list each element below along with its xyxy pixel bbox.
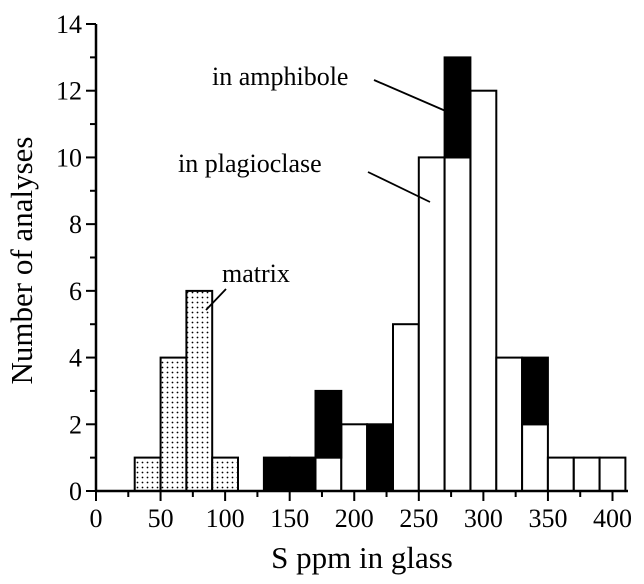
- bar-amphibole-270: [443, 56, 472, 159]
- x-axis-title: S ppm in glass: [271, 540, 453, 575]
- bar-plagioclase-310: [495, 356, 524, 492]
- y-tick-label-10: 10: [56, 143, 82, 172]
- bar-plagioclase-190: [340, 423, 369, 492]
- x-tick-label-300: 300: [464, 504, 503, 533]
- annotation-plagioclase: in plagioclase: [178, 149, 322, 178]
- annotation-amphibole: in amphibole: [212, 62, 348, 91]
- annotation-matrix: matrix: [222, 259, 290, 288]
- x-tick-label-150: 150: [270, 504, 309, 533]
- bar-amphibole-170: [314, 389, 343, 459]
- x-tick-label-400: 400: [593, 504, 632, 533]
- bar-amphibole-150: [288, 456, 317, 493]
- bar-plagioclase-290: [469, 89, 498, 492]
- bar-plagioclase-230: [392, 323, 420, 493]
- bar-plagioclase-330: [521, 423, 549, 492]
- leader-line-plagioclase: [367, 171, 431, 203]
- leader-line-amphibole: [373, 79, 449, 113]
- bar-plagioclase-250: [417, 156, 446, 492]
- annotation-group: in amphibole in plagioclase matrix: [178, 62, 348, 288]
- bar-plagioclase-270: [443, 156, 472, 492]
- y-axis-title: Number of analyses: [4, 137, 39, 385]
- annotation-leaders: [205, 79, 449, 311]
- y-tick-label-2: 2: [69, 410, 82, 439]
- bar-plagioclase-350: [546, 456, 575, 493]
- y-tick-label-14: 14: [56, 10, 82, 39]
- x-tick-label-350: 350: [528, 504, 567, 533]
- x-tick-label-50: 50: [148, 504, 174, 533]
- x-tick-label-200: 200: [335, 504, 374, 533]
- y-tick-label-8: 8: [69, 210, 82, 239]
- y-tick-label-12: 12: [56, 77, 82, 106]
- x-tick-group: 0 50 100 150 200 250 300 350 400: [90, 491, 632, 533]
- bar-plagioclase-390: [598, 456, 627, 493]
- bar-matrix-90: [211, 456, 239, 493]
- bar-amphibole-210: [366, 423, 395, 492]
- bar-plagioclase-370: [572, 456, 601, 493]
- x-tick-label-250: 250: [399, 504, 438, 533]
- bar-matrix-50: [159, 356, 188, 492]
- bar-amphibole-130: [262, 456, 291, 493]
- bar-group: [133, 56, 627, 493]
- bar-matrix-30: [133, 456, 162, 493]
- y-tick-group: 0 2 4 6 8 10 12 14: [56, 10, 96, 506]
- x-tick-label-0: 0: [90, 504, 103, 533]
- x-tick-label-100: 100: [206, 504, 245, 533]
- bar-plagioclase-170: [314, 456, 343, 493]
- bar-amphibole-330: [521, 356, 549, 426]
- bar-matrix-70: [185, 289, 214, 492]
- leader-line-matrix: [205, 288, 227, 311]
- y-tick-label-6: 6: [69, 277, 82, 306]
- y-tick-label-4: 4: [69, 344, 82, 373]
- y-tick-label-0: 0: [69, 477, 82, 506]
